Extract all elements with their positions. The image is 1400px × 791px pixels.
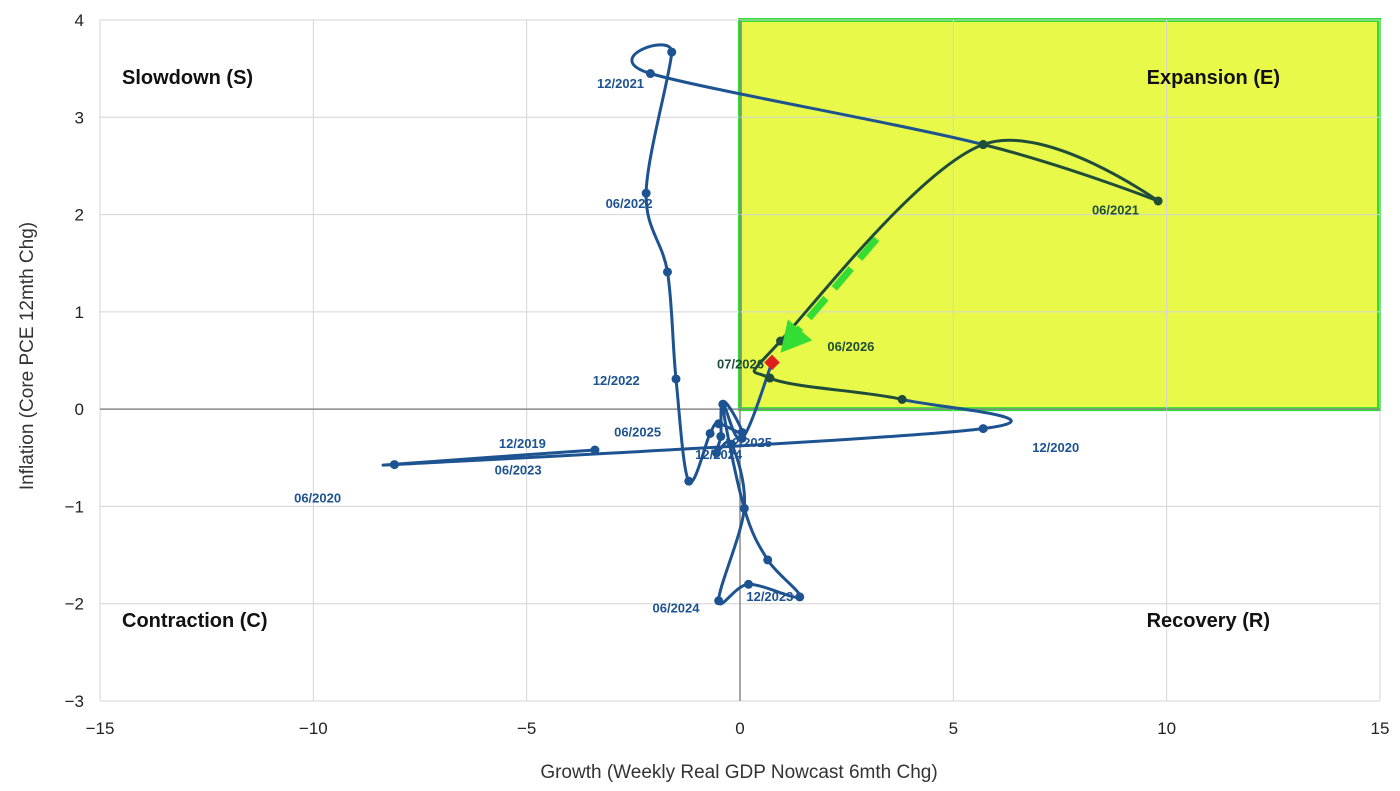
date-label: 12/2022: [593, 373, 640, 388]
series-point: [978, 424, 988, 434]
y-tick-label: −3: [65, 692, 84, 711]
x-tick-label: −5: [517, 719, 536, 738]
date-label: 06/2025: [614, 424, 661, 439]
series-point: [705, 428, 715, 438]
date-label: 12/2023: [746, 589, 793, 604]
y-tick-label: −1: [65, 497, 84, 516]
series-point: [714, 596, 724, 606]
date-label: 12/2025: [725, 435, 772, 450]
trend-arrow-line: [790, 236, 880, 339]
x-tick-label: 5: [949, 719, 958, 738]
y-axis-title: Inflation (Core PCE 12mth Chg): [17, 222, 38, 490]
series-point: [389, 460, 399, 470]
series-line-segment: [900, 397, 1013, 431]
x-tick-label: 10: [1157, 719, 1176, 738]
series-line-segment: [721, 402, 746, 510]
date-label: 06/2022: [606, 196, 653, 211]
trend-arrow-head: [780, 319, 813, 353]
y-tick-label: 0: [75, 400, 84, 419]
arrow-layer: [780, 236, 880, 353]
x-tick-label: −15: [86, 719, 115, 738]
series-point: [795, 592, 805, 602]
x-tick-label: 0: [735, 719, 744, 738]
series-point: [662, 267, 672, 277]
date-label: 12/2020: [1032, 440, 1079, 455]
date-label: 06/2023: [495, 462, 542, 477]
series-point: [726, 439, 736, 449]
y-tick-label: 3: [75, 108, 84, 127]
series-point: [645, 69, 655, 79]
series-point: [671, 374, 681, 384]
series-point: [739, 503, 749, 513]
series-point: [765, 373, 775, 383]
x-tick-label: 15: [1371, 719, 1390, 738]
date-label: 06/2020: [294, 491, 341, 506]
series-line-segment: [644, 50, 674, 195]
x-axis-title: Growth (Weekly Real GDP Nowcast 6mth Chg…: [540, 762, 937, 783]
quadrant-labels: Slowdown (S) Expansion (E) Contraction (C)…: [122, 67, 1280, 632]
date-label: 06/2024: [653, 600, 701, 615]
series-path-layer: [381, 43, 1160, 606]
series-point: [667, 47, 677, 57]
series-point: [590, 445, 600, 455]
series-line-segment: [779, 143, 985, 343]
series-point: [684, 476, 694, 486]
series-line-segment: [752, 339, 782, 380]
current-point-label: 07/2026: [717, 356, 764, 371]
series-point: [978, 140, 988, 150]
series-point: [897, 394, 907, 404]
quadrant-label-contraction: Contraction (C): [122, 610, 268, 632]
y-tick-label: 4: [75, 11, 84, 30]
x-tick-label: −10: [299, 719, 328, 738]
y-tick-label: −2: [65, 595, 84, 614]
series-point: [1153, 196, 1163, 206]
date-label: 06/2021: [1092, 203, 1139, 218]
series-point: [716, 431, 726, 441]
y-tick-label: 1: [75, 303, 84, 322]
quadrant-label-slowdown: Slowdown (S): [122, 67, 253, 89]
date-label: 12/2019: [499, 436, 546, 451]
series-point: [712, 448, 722, 458]
quadrant-label-recovery: Recovery (R): [1147, 610, 1270, 632]
date-label: 12/2021: [597, 76, 644, 91]
series-point: [718, 399, 728, 409]
series-line-segment: [381, 448, 597, 467]
point-labels: 12/2019 06/2020 12/2020 06/2021 12/2021 06/20…: [294, 76, 1139, 615]
series-line-segment: [742, 506, 770, 562]
series-point: [744, 579, 754, 589]
series-line-segment: [648, 72, 985, 146]
quadrant-label-expansion: Expansion (E): [1147, 67, 1280, 89]
series-line-segment: [666, 270, 678, 381]
series-line-segment: [630, 43, 674, 75]
series-line-segment: [717, 506, 746, 603]
series-line-segment: [392, 427, 985, 467]
date-label: 06/2026: [827, 339, 874, 354]
series-point: [714, 419, 724, 429]
series-point: [763, 555, 773, 565]
series-point: [737, 433, 747, 443]
series-line-segment: [717, 582, 750, 606]
series-line-segment: [768, 376, 904, 401]
series-line-segment: [674, 377, 691, 483]
series-line-segment: [644, 191, 669, 274]
y-tick-label: 2: [75, 206, 84, 225]
date-label: 12/2024: [695, 447, 743, 462]
series-point: [641, 188, 651, 198]
